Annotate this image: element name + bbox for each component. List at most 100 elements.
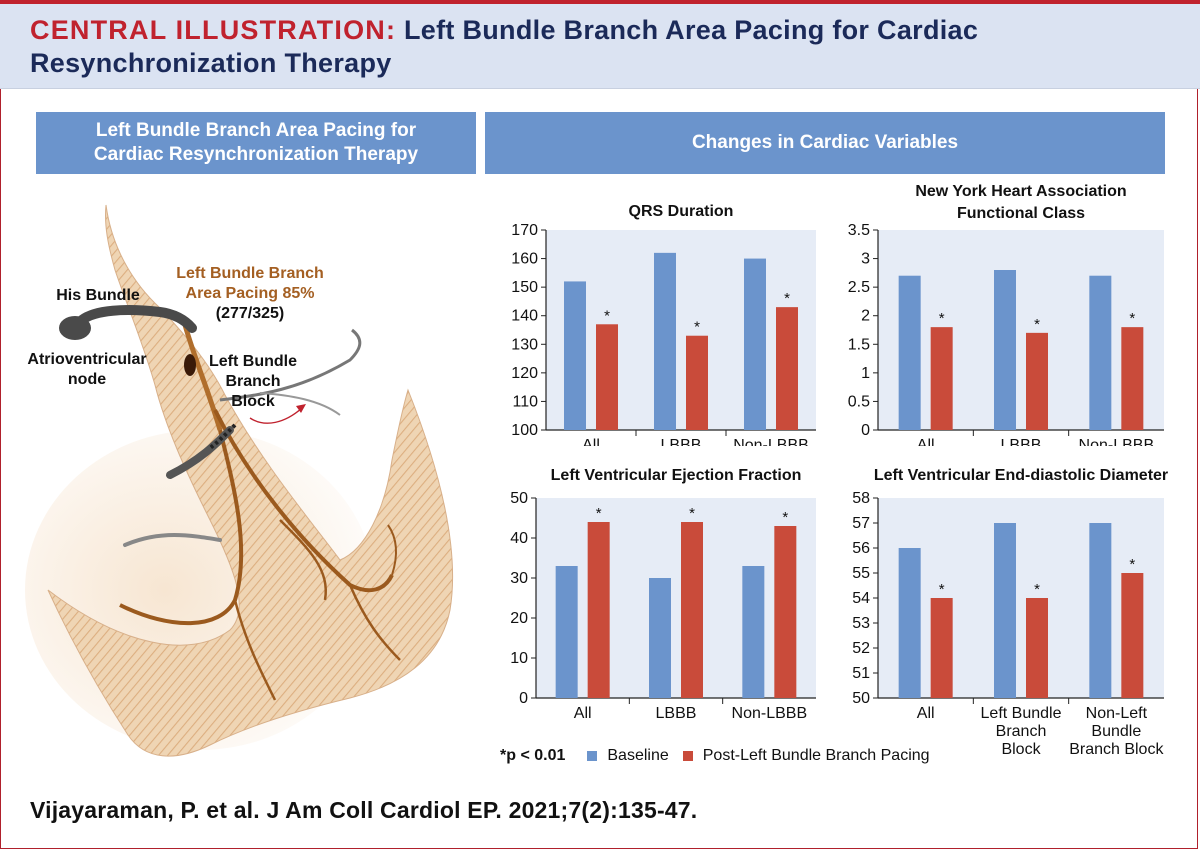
y-tick-label: 50 [510,490,528,507]
plot-area [536,498,816,698]
bar-post [930,327,953,430]
significance-star: * [939,310,945,327]
blocked-left-bundle [219,328,362,402]
x-tick-label: Block [1001,741,1041,758]
x-tick-label: Non-LBBB [733,437,809,446]
header: CENTRAL ILLUSTRATION: Left Bundle Branch… [0,4,1200,89]
left-bundle-fascicle [213,409,394,593]
lbbb-label-line3: Block [231,393,275,410]
y-tick-label: 1.5 [848,336,870,353]
significance-star: * [939,581,945,598]
y-tick-label: 2.5 [848,279,870,296]
chart-title: Functional Class [957,205,1085,222]
lbbb-label-line1: Left Bundle [209,353,297,370]
left-banner-line2: Cardiac Resynchronization Therapy [93,144,419,165]
bar-baseline [649,578,671,698]
y-tick-label: 40 [510,530,528,547]
plot-area [878,498,1164,698]
y-tick-label: 100 [511,422,538,439]
significance-star: * [1034,581,1040,598]
significance-star: * [1129,556,1135,573]
significance-star: * [1129,310,1135,327]
x-tick-label: Non-LBBB [1079,437,1155,446]
y-tick-label: 52 [852,640,870,657]
chart-title: Left Ventricular End-diastolic Diameter [874,467,1168,484]
chart-lvedd: Left Ventricular End-diastolic Diameter5… [852,467,1168,758]
x-tick-label: Left Bundle [981,705,1062,722]
purkinje-branch-b [233,599,277,701]
y-tick-label: 140 [511,308,538,325]
y-tick-label: 20 [510,610,528,627]
bar-post [686,335,708,430]
top-accent-rule [0,0,1200,4]
heart-conduction-diagram [25,204,454,757]
plot-area [878,230,1164,430]
y-tick-label: 58 [852,490,870,507]
bar-baseline [898,275,921,430]
right-panel-banner: Changes in Cardiac Variables [485,112,1165,174]
bar-post [1026,332,1048,430]
significance-star: * [596,505,602,522]
y-tick-label: 54 [852,590,870,607]
bar-baseline [994,270,1016,430]
bar-baseline [1089,523,1112,698]
left-panel-banner: Left Bundle Branch Area Pacing for Cardi… [36,112,476,174]
his-bundle-sheath [77,305,197,333]
significance-star: * [689,505,695,522]
title-prefix: CENTRAL ILLUSTRATION: [30,15,397,45]
x-tick-label: All [582,437,600,446]
bar-post [681,522,703,698]
conduction-trunk [182,324,223,431]
lbbb-label: Left Bundle Branch Block [198,352,308,412]
right-banner-text: Changes in Cardiac Variables [691,132,959,153]
pacing-site-marker [184,354,196,376]
lbbap-label-line2: Area Pacing 85% [185,285,315,302]
x-tick-label: Branch Block [1069,741,1164,758]
x-tick-label: All [574,705,592,722]
y-tick-label: 150 [511,279,538,296]
lbbb-label-line2: Branch [225,373,281,390]
legend-swatch-baseline [587,751,598,761]
chart-legend: *p < 0.01 Baseline Post-Left Bundle Bran… [500,744,944,768]
y-tick-label: 1 [861,365,870,382]
legend-item-baseline: Baseline [587,747,669,765]
significance-star: * [782,509,788,526]
y-tick-label: 3.5 [848,222,870,239]
y-tick-label: 0 [861,422,870,439]
x-tick-label: All [917,705,935,722]
chart-nyha-class: New York Heart Association Functional Cla… [848,183,1164,446]
bar-baseline [994,523,1016,698]
chart-lvef: Left Ventricular Ejection Fraction 0 10 20 3… [510,467,816,722]
x-tick-label: Bundle [1091,723,1141,740]
y-tick-label: 30 [510,570,528,587]
lead-branch-lower [123,533,222,547]
left-banner-line1: Left Bundle Branch Area Pacing for [95,120,417,141]
y-tick-label: 51 [852,665,870,682]
x-tick-label: All [917,437,935,446]
his-bundle-node [59,316,91,340]
bar-post [1026,598,1048,698]
significance-note: *p < 0.01 [500,747,566,764]
legend-swatch-post [682,751,693,761]
bar-baseline [555,566,578,698]
bar-baseline [898,548,921,698]
x-tick-label: LBBB [656,705,697,722]
bar-baseline [654,252,676,430]
purkinje-branch-c [279,519,328,601]
plot-area [546,230,816,430]
x-tick-label: Non-Left [1086,705,1148,722]
y-tick-label: 3 [861,251,870,268]
y-tick-label: 120 [511,365,538,382]
bar-post [776,307,798,430]
bar-post [587,522,610,698]
significance-star: * [694,319,700,336]
bar-post [774,526,797,698]
chart-title: QRS Duration [629,203,734,220]
legend-label-post: Post-Left Bundle Branch Pacing [702,747,930,764]
y-tick-label: 130 [511,336,538,353]
y-tick-label: 53 [852,615,870,632]
y-tick-label: 0 [519,690,528,707]
significance-star: * [604,307,610,324]
av-node-label-line1: Atrioventricular [27,351,147,368]
significance-star: * [784,290,790,307]
